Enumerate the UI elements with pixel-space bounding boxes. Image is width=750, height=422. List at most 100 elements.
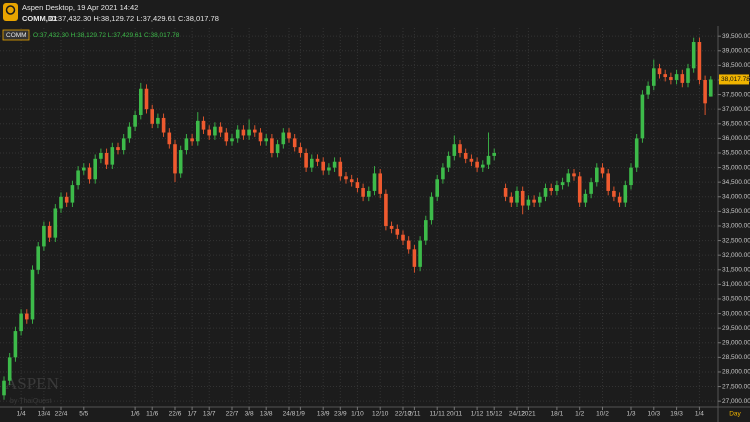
candle-body [446, 155, 451, 168]
candle-body [634, 138, 639, 168]
watermark-by: by ThaiQuest [10, 398, 52, 405]
candle-body [583, 193, 588, 203]
header-bar [0, 0, 750, 26]
candle-body [372, 173, 377, 191]
candle-body [304, 152, 308, 168]
header-ohlc: O:37,432.30 H:38,129.72 L:37,429.61 C:38… [50, 14, 219, 23]
candle-body [281, 132, 286, 145]
x-tick-label: 22/10 [395, 411, 412, 418]
candle-body [424, 220, 428, 241]
candle-body [686, 68, 690, 83]
candle-body [389, 225, 394, 229]
x-tick-label: 10/2 [596, 411, 609, 418]
candle-body [538, 196, 542, 203]
candle-body [110, 147, 115, 165]
candle-body [93, 158, 97, 180]
candle-body [629, 167, 633, 186]
y-tick-label: 36,000.00 [722, 135, 750, 142]
candle-body [595, 167, 599, 183]
symbol-title: COMM,D1 [22, 14, 57, 23]
candle-body [663, 74, 667, 78]
x-tick-label: 13/9 [317, 411, 330, 418]
grid [0, 28, 718, 407]
legend-symbol: COMM [6, 32, 27, 39]
candle-body [486, 155, 491, 165]
candle-body [2, 380, 6, 396]
x-tick-label: 5/5 [79, 411, 88, 418]
candle-body [230, 138, 234, 142]
candle-body [53, 208, 58, 238]
x-tick-label: 1/6 [131, 411, 140, 418]
candle-body [509, 196, 514, 203]
candle-body [612, 190, 616, 197]
y-tick-label: 28,500.00 [722, 354, 750, 361]
candle-body [697, 42, 702, 80]
candle-body [606, 173, 610, 191]
candle-body [384, 193, 388, 226]
x-tick-label: 1/3 [626, 411, 635, 418]
x-tick-label: 1/10 [351, 411, 364, 418]
candle-body [178, 150, 183, 174]
axes: 27,000.00 27,500.00 28,000.00 28,500.00 29,0… [17, 33, 750, 418]
y-tick-label: 32,000.00 [722, 252, 750, 259]
candle-body [549, 188, 553, 191]
candle-body [201, 120, 206, 130]
x-tick-label: 12/10 [372, 411, 389, 418]
x-tick-label: 15/12 [486, 411, 503, 418]
x-tick-label: 22/6 [169, 411, 182, 418]
x-tick-label: 1/12 [471, 411, 484, 418]
x-tick-label: 23/9 [334, 411, 347, 418]
candle-body [36, 246, 40, 270]
candle-body [321, 161, 325, 171]
watermark-brand: ASPEN [5, 374, 59, 393]
candle-body [441, 167, 445, 180]
candle-body [338, 161, 343, 177]
candle-body [275, 144, 280, 153]
candle-body [560, 182, 565, 186]
y-tick-label: 27,000.00 [722, 398, 750, 405]
candle-body [253, 129, 257, 133]
candle-body [7, 357, 12, 381]
candle-body [30, 269, 35, 320]
candle-body [412, 249, 417, 267]
candle-body [418, 240, 422, 267]
x-tick-label: 11/11 [430, 411, 446, 418]
candle-body [207, 129, 211, 136]
candle-body [406, 240, 411, 250]
candle-body [42, 225, 46, 247]
candle-body [298, 147, 303, 153]
candle-body [156, 117, 160, 124]
candle-body [82, 167, 86, 171]
candle-body [161, 117, 166, 133]
x-tick-label: 22/4 [55, 411, 68, 418]
candle-body [657, 68, 662, 75]
y-tick-label: 34,000.00 [722, 193, 750, 200]
candle-body [401, 234, 405, 241]
candle-body [327, 167, 331, 171]
candle-body [13, 331, 18, 358]
candle-body [241, 129, 246, 136]
candle-body [47, 225, 52, 238]
candle-body [623, 185, 628, 203]
x-tick-label: 1/7 [188, 411, 197, 418]
candle-body [247, 129, 251, 136]
candle-body [395, 228, 400, 235]
candle-body [435, 179, 439, 197]
y-tick-label: 39,000.00 [722, 47, 750, 54]
candle-body [196, 120, 200, 142]
candle-body [526, 199, 531, 206]
candle-body [213, 126, 217, 136]
y-tick-label: 29,500.00 [722, 325, 750, 332]
candle-body [264, 138, 268, 142]
y-tick-label: 36,500.00 [722, 120, 750, 127]
x-tick-label: 3/8 [245, 411, 254, 418]
candle-body [173, 144, 177, 174]
x-tick-label: 19/3 [670, 411, 683, 418]
candle-body [224, 132, 229, 142]
candle-body [87, 167, 92, 180]
last-price-label: 38,017.78 [721, 76, 750, 83]
candle-body [25, 313, 29, 320]
candle-body [646, 85, 650, 95]
candle-body [640, 94, 645, 139]
